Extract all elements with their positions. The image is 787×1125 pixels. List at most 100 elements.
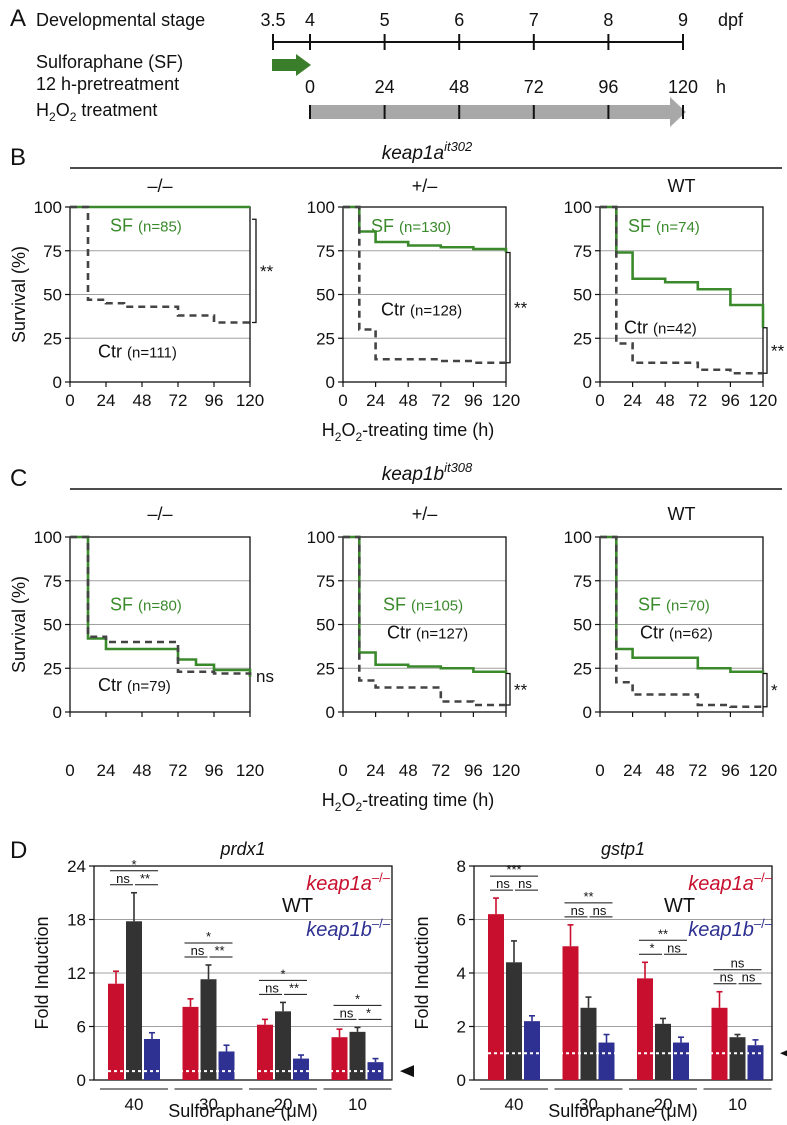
y-axis-label: Survival (%) — [9, 576, 29, 673]
x-tick-label: 0 — [65, 391, 74, 410]
x-tick-label: 96 — [205, 391, 224, 410]
y-tick-label: 100 — [307, 528, 335, 547]
legend-keap1b-gene: keap1b — [306, 919, 372, 941]
sig-label: ns — [340, 1005, 354, 1020]
sig-label: ** — [658, 926, 668, 941]
bar — [598, 1042, 615, 1080]
sig-label: * — [649, 940, 654, 955]
bar — [126, 921, 142, 1080]
y-tick-label: 100 — [564, 528, 592, 547]
x-tick-label: 96 — [464, 761, 483, 780]
y-tick-label: 100 — [564, 198, 592, 217]
survival-plot-B-3: 0 25 50 75 100 0 24 48 72 96 120 WT SF (n=74) Ctr (n=… — [564, 176, 785, 410]
y-tick-label: 0 — [326, 373, 335, 392]
ctr-label-name: Ctr — [640, 623, 669, 643]
sig-label: ** — [214, 943, 224, 958]
sf-label: SF (n=70) — [638, 595, 710, 615]
panel-label-c: C — [10, 465, 27, 492]
legend-keap1b-sup: –/– — [754, 916, 773, 931]
x-tick-label: 24 — [623, 761, 642, 780]
x-tick-label: 24 — [366, 761, 385, 780]
legend-keap1a: keap1a–/– — [306, 870, 390, 895]
hour-tick-label: 120 — [668, 77, 698, 97]
stage-tick-label: 4 — [305, 10, 315, 30]
sig-label: ns — [593, 903, 607, 918]
hour-tick-label: 24 — [375, 77, 395, 97]
sf-label-n: (n=80) — [138, 598, 182, 615]
sf-label: SF (n=80) — [110, 595, 182, 615]
bar — [108, 983, 124, 1080]
legend-keap1b: keap1b–/– — [688, 916, 772, 941]
y-tick-label: 6 — [457, 911, 466, 930]
legend-keap1a-gene: keap1a — [688, 873, 754, 895]
stage-unit: dpf — [718, 10, 744, 30]
significance-bracket — [252, 218, 257, 324]
sig-label: ** — [140, 871, 150, 886]
sig-label: ns — [720, 970, 734, 985]
sig-label: * — [355, 991, 360, 1006]
panel-label-b: B — [10, 144, 26, 171]
panel-label-a: A — [10, 5, 26, 32]
sig-label: * — [206, 929, 211, 944]
y-tick-label: 50 — [43, 616, 62, 635]
x-tick-label: 120 — [492, 761, 520, 780]
sig-label: ns — [667, 940, 681, 955]
bar — [673, 1042, 689, 1080]
bar — [637, 978, 653, 1080]
sf-label: SF (n=74) — [628, 216, 700, 236]
sf-label-n: (n=105) — [411, 598, 463, 615]
stage-tick-label: 8 — [603, 10, 613, 30]
category-label: 20 — [274, 1095, 293, 1114]
sf-label-n: (n=130) — [399, 219, 451, 236]
sig-label: ns — [265, 980, 279, 995]
ctr-survival-line — [600, 205, 763, 375]
x-tick-label: 48 — [399, 761, 418, 780]
legend-keap1b-sup: –/– — [372, 916, 391, 931]
sf-label: SF (n=130) — [371, 216, 451, 236]
category-label: 20 — [654, 1095, 673, 1114]
stage-tick-label: 3.5 — [260, 10, 285, 30]
y-tick-label: 0 — [583, 373, 592, 392]
y-axis-label: Survival (%) — [9, 246, 29, 343]
ctr-label-name: Ctr — [387, 623, 416, 643]
sf-label-name: SF — [110, 595, 138, 615]
bar — [488, 914, 504, 1080]
genotype-title: WT — [668, 176, 696, 196]
x-tick-label: 48 — [656, 391, 675, 410]
sig-label: * — [280, 966, 285, 981]
y-tick-label: 12 — [67, 964, 86, 983]
x-tick-label: 120 — [749, 761, 777, 780]
significance-label: ** — [514, 680, 528, 699]
bar — [729, 1037, 746, 1080]
y-axis-label: Fold Induction — [412, 916, 432, 1029]
y-tick-label: 25 — [43, 659, 62, 678]
sf-label: SF (n=85) — [110, 216, 182, 236]
x-tick-label: 48 — [399, 391, 418, 410]
ctr-label: Ctr (n=111) — [98, 342, 177, 362]
survival-plots-b: 0 25 50 75 100 0 24 48 72 96 120 –/– SF (n=85) Ctr (n… — [9, 176, 785, 410]
ctr-label: Ctr (n=62) — [640, 623, 713, 643]
legend-wt: WT — [664, 895, 695, 917]
panel-label-d: D — [10, 837, 27, 864]
survival-plots-c: 0 25 50 75 100 0 24 48 72 96 120 –/– SF (n=80) Ctr (n… — [9, 504, 778, 780]
significance-label: * — [771, 681, 778, 700]
bar — [293, 1058, 309, 1080]
sig-label: ns — [571, 903, 585, 918]
sf-label-n: (n=85) — [138, 219, 182, 236]
sig-label: * — [131, 857, 136, 872]
h2o2-treatment-arrow — [309, 97, 686, 127]
bar — [257, 1024, 273, 1080]
x-tick-label: 96 — [464, 391, 483, 410]
x-axis-label: Sulforaphane (μM) — [548, 1101, 697, 1121]
survival-plot-B-1: 0 25 50 75 100 0 24 48 72 96 120 –/– SF (n=85) Ctr (n… — [9, 176, 274, 410]
sf-survival-line — [343, 535, 508, 674]
x-tick-label: 0 — [338, 391, 347, 410]
y-tick-label: 75 — [43, 572, 62, 591]
x-tick-label: 0 — [65, 761, 74, 780]
ctr-label: Ctr (n=127) — [387, 623, 468, 643]
x-tick-label: 72 — [688, 391, 707, 410]
category-label: 30 — [199, 1095, 218, 1114]
